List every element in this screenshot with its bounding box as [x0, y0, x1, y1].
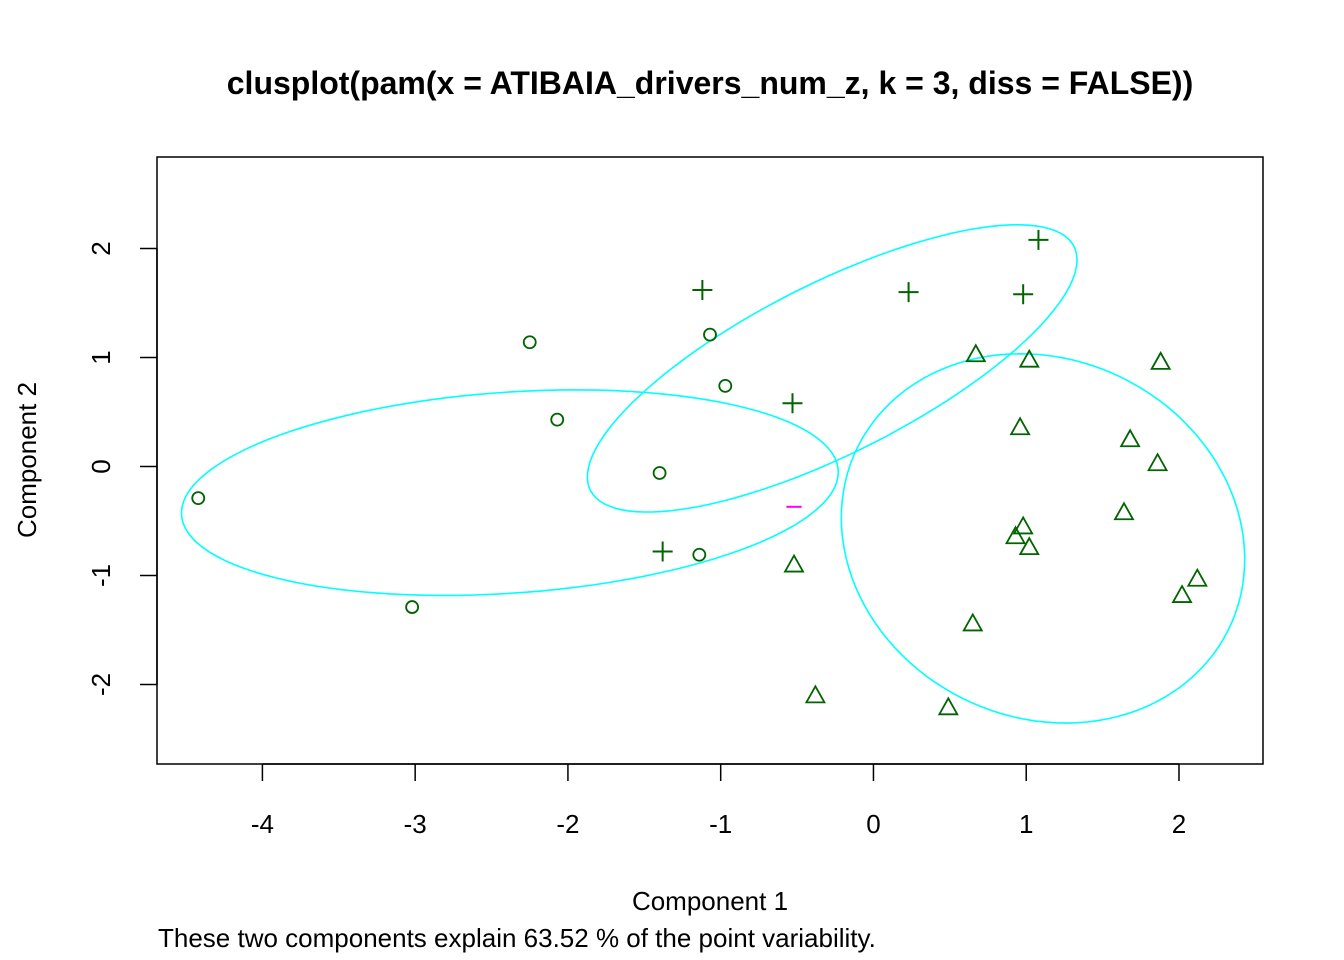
y-axis: -2 -1 0 1 2: [86, 241, 158, 696]
cluster-3-point-11: [783, 553, 805, 573]
x-tick-label-5: 1: [1019, 809, 1033, 839]
y-tick-label-3: 1: [86, 350, 116, 364]
ellipses-layer: [180, 224, 1246, 724]
cluster-3-point-13: [1171, 584, 1193, 603]
y-tick-label-1: -1: [86, 564, 116, 587]
y-axis-label: Component 2: [12, 382, 42, 538]
cluster-1-point-2: [405, 600, 420, 614]
y-tick-label-2: 0: [86, 459, 116, 473]
chart-subtitle: These two components explain 63.52 % of …: [158, 923, 876, 953]
cluster-1-point-7: [703, 327, 717, 342]
x-tick-label-0: -4: [251, 809, 274, 839]
cluster-2-point-2: [1028, 229, 1049, 250]
cluster-2-point-4: [1013, 284, 1034, 305]
x-tick-label-3: -1: [709, 809, 732, 839]
x-axis: -4 -3 -2 -1 0 1 2: [251, 763, 1186, 839]
y-tick-label-0: -2: [86, 673, 116, 696]
cluster-3-point-3: [1150, 351, 1172, 370]
cluster-3-point-8: [1012, 515, 1034, 535]
plot-frame: [156, 156, 1264, 765]
cluster-ellipse-2: [586, 224, 1078, 513]
cluster-3-point-9: [1004, 525, 1027, 545]
cluster-3-point-2: [1018, 348, 1040, 368]
cluster-ellipse-3: [840, 352, 1246, 724]
cluster-ellipse-1: [180, 389, 840, 597]
cluster-2-point-6: [652, 541, 673, 562]
cluster-3-point-14: [962, 612, 984, 632]
cluster-3-point-7: [1113, 501, 1135, 521]
cluster-2-point-3: [898, 282, 919, 303]
points-layer: [191, 229, 1208, 716]
cluster-1-point-5: [652, 466, 667, 480]
cluster-3-point-5: [1119, 428, 1141, 448]
x-tick-label-2: -2: [556, 809, 579, 839]
x-tick-label-1: -3: [404, 809, 427, 839]
cluster-1-point-1: [191, 491, 206, 505]
cluster-1-point-4: [550, 412, 565, 427]
cluster-3-point-1: [965, 343, 987, 363]
cluster-1-point-3: [522, 335, 537, 350]
x-tick-label-6: 2: [1172, 809, 1186, 839]
y-tick-label-4: 2: [86, 241, 116, 255]
cluster-3-point-16: [937, 696, 959, 716]
cluster-2-point-5: [782, 393, 803, 414]
cluster-3-point-6: [1147, 452, 1169, 472]
cluster-3-point-10: [1018, 536, 1040, 556]
cluster-3-point-12: [1186, 567, 1208, 587]
cluster-3-point-4: [1009, 416, 1031, 436]
cluster-2-point-1: [692, 279, 713, 300]
cluster-3-point-15: [804, 684, 826, 704]
x-axis-label: Component 1: [632, 886, 788, 916]
chart-title: clusplot(pam(x = ATIBAIA_drivers_num_z, …: [227, 65, 1193, 101]
cluster-1-point-6: [692, 547, 707, 562]
cluster-1-point-8: [718, 378, 733, 393]
x-tick-label-4: 0: [866, 809, 880, 839]
